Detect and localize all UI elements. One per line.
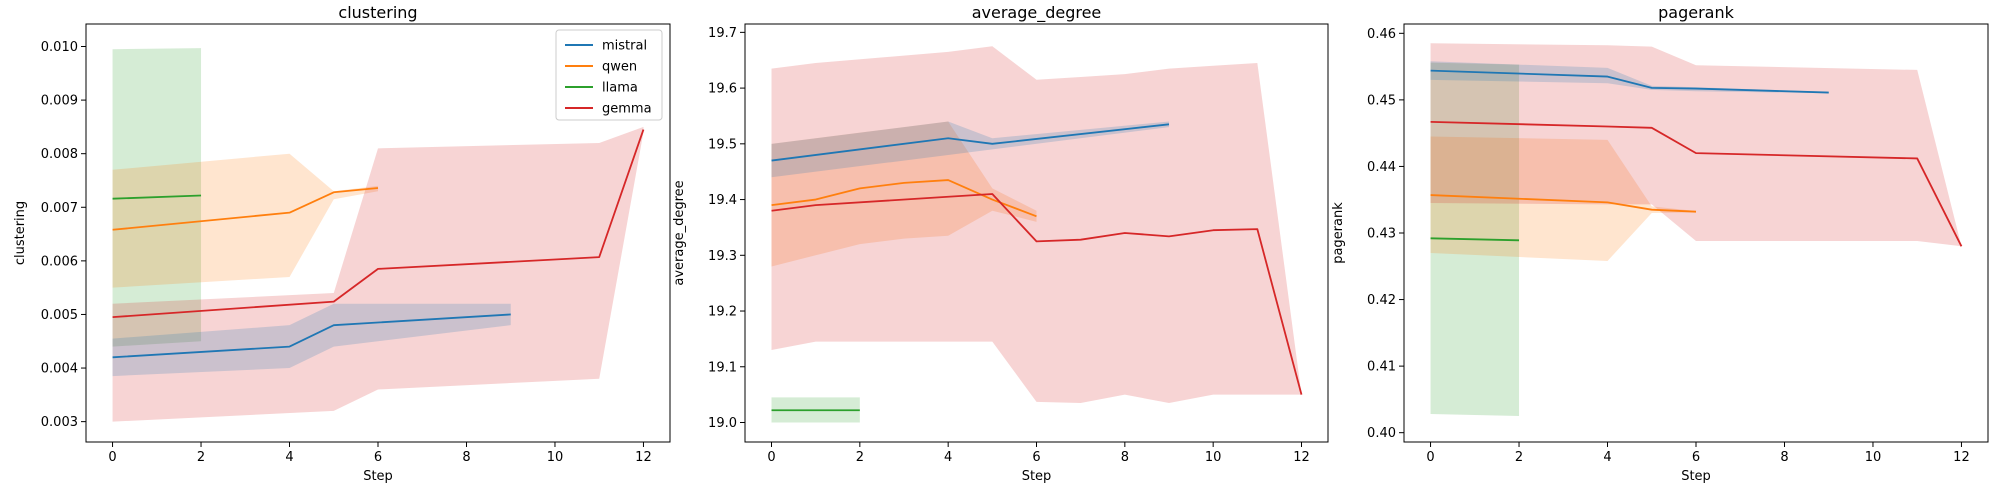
chart-panel-clustering: 0 2 4 6 8 10 12 0.003 0.004 0.005 0.006 0.007 0.008 0… — [13, 3, 671, 484]
y-tick-label: 19.4 — [708, 193, 737, 208]
series-line-llama — [112, 194, 202, 200]
x-axis-label: Step — [363, 469, 393, 484]
x-tick-label: 4 — [285, 450, 293, 465]
band-qwen — [771, 121, 1037, 267]
legend-label-llama: llama — [602, 81, 638, 96]
legend-label-qwen: qwen — [602, 60, 637, 75]
legend: mistral qwen llama gemma — [555, 29, 663, 121]
x-axis-label: Step — [1022, 469, 1052, 484]
band-gemma — [771, 46, 1302, 403]
x-axis-label: Step — [1681, 469, 1711, 484]
x-tick-label: 12 — [1293, 450, 1310, 465]
x-tick-label: 10 — [1865, 450, 1882, 465]
x-tick-label: 2 — [197, 450, 205, 465]
band-mistral — [1430, 61, 1829, 94]
y-tick-label: 19.1 — [708, 360, 737, 375]
panels: 0 2 4 6 8 10 12 0.003 0.004 0.005 0.006 0.007 0.008 0… — [13, 3, 1989, 484]
chart-title: pagerank — [1658, 3, 1734, 22]
band-qwen — [1430, 136, 1696, 261]
band-mistral — [112, 303, 511, 377]
series-line-llama — [1430, 237, 1520, 242]
band-qwen — [112, 153, 379, 288]
x-tick-label: 6 — [1692, 450, 1700, 465]
x-tick-label: 4 — [1603, 450, 1611, 465]
y-tick-label: 0.007 — [41, 201, 78, 216]
x-tick-label: 2 — [856, 450, 864, 465]
y-tick-label: 0.005 — [41, 308, 78, 323]
x-tick-label: 6 — [1032, 450, 1040, 465]
y-tick-label: 0.41 — [1367, 360, 1396, 375]
y-tick-label: 0.44 — [1367, 160, 1396, 175]
x-tick-label: 0 — [108, 450, 116, 465]
y-axis-label: pagerank — [1331, 202, 1346, 264]
band-gemma — [1430, 43, 1962, 247]
y-tick-label: 19.7 — [708, 26, 737, 41]
series-line-gemma — [771, 193, 1303, 395]
chart-title: clustering — [338, 3, 417, 22]
series-line-mistral — [1430, 69, 1829, 94]
series-line-mistral — [771, 123, 1170, 162]
x-tick-label: 12 — [1953, 450, 1970, 465]
y-tick-label: 0.43 — [1367, 227, 1396, 242]
chart-title: average_degree — [972, 3, 1102, 23]
y-tick-label: 19.6 — [708, 82, 737, 97]
chart-panel-average-degree: 0 2 4 6 8 10 12 19.0 19.1 19.2 19.3 19.4 19.5 19.6 19.… — [672, 3, 1329, 484]
series-line-qwen — [1430, 194, 1697, 213]
x-tick-label: 8 — [1780, 450, 1788, 465]
x-tick-label: 12 — [635, 450, 652, 465]
y-tick-label: 0.40 — [1367, 426, 1396, 441]
x-tick-label: 4 — [944, 450, 952, 465]
y-tick-label: 19.2 — [708, 305, 737, 320]
series-line-qwen — [771, 179, 1037, 218]
x-tick-label: 10 — [1205, 450, 1222, 465]
y-tick-label: 0.010 — [41, 40, 78, 55]
plot-area — [112, 48, 645, 422]
y-tick-label: 0.008 — [41, 147, 78, 162]
y-tick-label: 0.42 — [1367, 293, 1396, 308]
plot-area — [1430, 43, 1963, 417]
x-tick-label: 10 — [547, 450, 564, 465]
y-tick-label: 19.3 — [708, 249, 737, 264]
y-axis-label: clustering — [13, 201, 28, 265]
y-axis-label: average_degree — [672, 180, 687, 285]
legend-label-gemma: gemma — [602, 102, 652, 117]
series-line-mistral — [112, 313, 511, 359]
y-tick-label: 0.006 — [41, 254, 78, 269]
chart-panel-pagerank: 0 2 4 6 8 10 12 0.40 0.41 0.42 0.43 0.44 0.45 0.46 pag… — [1331, 3, 1989, 484]
legend-label-mistral: mistral — [602, 39, 647, 54]
y-tick-label: 0.003 — [41, 415, 78, 430]
series-line-qwen — [112, 187, 379, 231]
y-tick-label: 19.5 — [708, 137, 737, 152]
x-tick-label: 8 — [462, 450, 470, 465]
y-tick-label: 0.45 — [1367, 93, 1396, 108]
x-tick-label: 0 — [1426, 450, 1434, 465]
y-tick-label: 19.0 — [708, 416, 737, 431]
x-tick-label: 0 — [767, 450, 775, 465]
series-line-gemma — [112, 129, 645, 319]
legend-box — [555, 29, 663, 121]
x-tick-label: 8 — [1121, 450, 1129, 465]
y-tick-label: 0.004 — [41, 362, 78, 377]
x-tick-label: 2 — [1515, 450, 1523, 465]
band-gemma — [112, 126, 644, 422]
y-tick-label: 0.009 — [41, 94, 78, 109]
plot-area — [771, 46, 1303, 423]
series-line-gemma — [1430, 120, 1963, 247]
y-tick-label: 0.46 — [1367, 27, 1396, 42]
x-tick-label: 6 — [374, 450, 382, 465]
